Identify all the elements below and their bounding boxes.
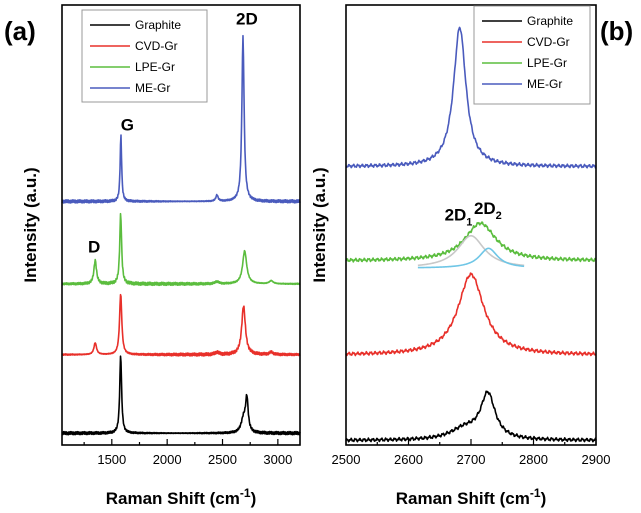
x-tick-label: 1500	[97, 452, 126, 467]
series-cvd-gr-line	[61, 293, 301, 357]
legend-label-me-gr: ME-Gr	[527, 77, 562, 91]
series-graphite-line	[61, 355, 301, 436]
x-tick-label: 2600	[394, 452, 423, 467]
x-tick-label: 2000	[153, 452, 182, 467]
x-tick-label: 2800	[519, 452, 548, 467]
legend-box	[473, 5, 591, 105]
x-tick-label: 3000	[263, 452, 292, 467]
panel-a-annotations: G D 2D	[88, 10, 258, 257]
panel-b-y-axis-label: Intensity (a.u.)	[310, 167, 329, 282]
x-tick-label: 2900	[582, 452, 611, 467]
series-graphite-line	[345, 390, 597, 443]
legend-label-lpe-gr: LPE-Gr	[527, 56, 567, 70]
panel-a-x-ticks: 1500 2000 2500 3000	[83, 439, 292, 467]
panel-a-x-axis-label: Raman Shift (cm-1)	[106, 486, 256, 508]
series-cvd-gr-line	[345, 272, 597, 357]
panel-b-spectra	[345, 26, 597, 443]
panel-b-x-ticks: 2500 2600 2700 2800 2900	[332, 439, 611, 467]
panel-a-frame	[61, 4, 301, 446]
legend-label-cvd-gr: CVD-Gr	[527, 35, 570, 49]
peak-label-2d1: 2D1	[445, 206, 473, 229]
series-lpe-gr-line	[61, 212, 301, 287]
legend-label-me-gr: ME-Gr	[135, 81, 170, 95]
x-tick-label: 2500	[332, 452, 361, 467]
series-me-gr-line	[345, 26, 597, 169]
panel-a: (a) 1500 2000 2500 3000 Graphite CVD-Gr LPE-G…	[4, 4, 301, 508]
fit-2d1-line	[417, 234, 525, 267]
panel-b-legend: Graphite CVD-Gr LPE-Gr ME-Gr	[473, 5, 591, 105]
legend-label-lpe-gr: LPE-Gr	[135, 60, 175, 74]
x-tick-label: 2700	[457, 452, 486, 467]
legend-label-graphite: Graphite	[135, 18, 181, 32]
panel-b-label: (b)	[600, 16, 633, 46]
peak-label-2d: 2D	[236, 10, 258, 29]
panel-a-legend: Graphite CVD-Gr LPE-Gr ME-Gr	[81, 9, 208, 103]
fit-2d2-line	[417, 247, 525, 269]
series-me-gr-line	[61, 34, 301, 204]
panel-b-x-axis-label: Raman Shift (cm-1)	[396, 486, 546, 508]
legend-label-graphite: Graphite	[527, 14, 573, 28]
panel-a-label: (a)	[4, 16, 36, 46]
panel-b-fit-components	[417, 234, 525, 269]
panel-b: (b) 2500 2600 2700 2800 2900 Graphite CVD-Gr L…	[310, 4, 633, 508]
series-lpe-gr-line	[345, 221, 597, 263]
panel-a-spectra	[61, 34, 301, 436]
peak-label-g: G	[121, 116, 134, 135]
peak-label-2d2: 2D2	[474, 199, 502, 222]
peak-label-d: D	[88, 238, 100, 257]
panel-a-y-axis-label: Intensity (a.u.)	[21, 167, 40, 282]
x-tick-label: 2500	[208, 452, 237, 467]
legend-label-cvd-gr: CVD-Gr	[135, 39, 178, 53]
